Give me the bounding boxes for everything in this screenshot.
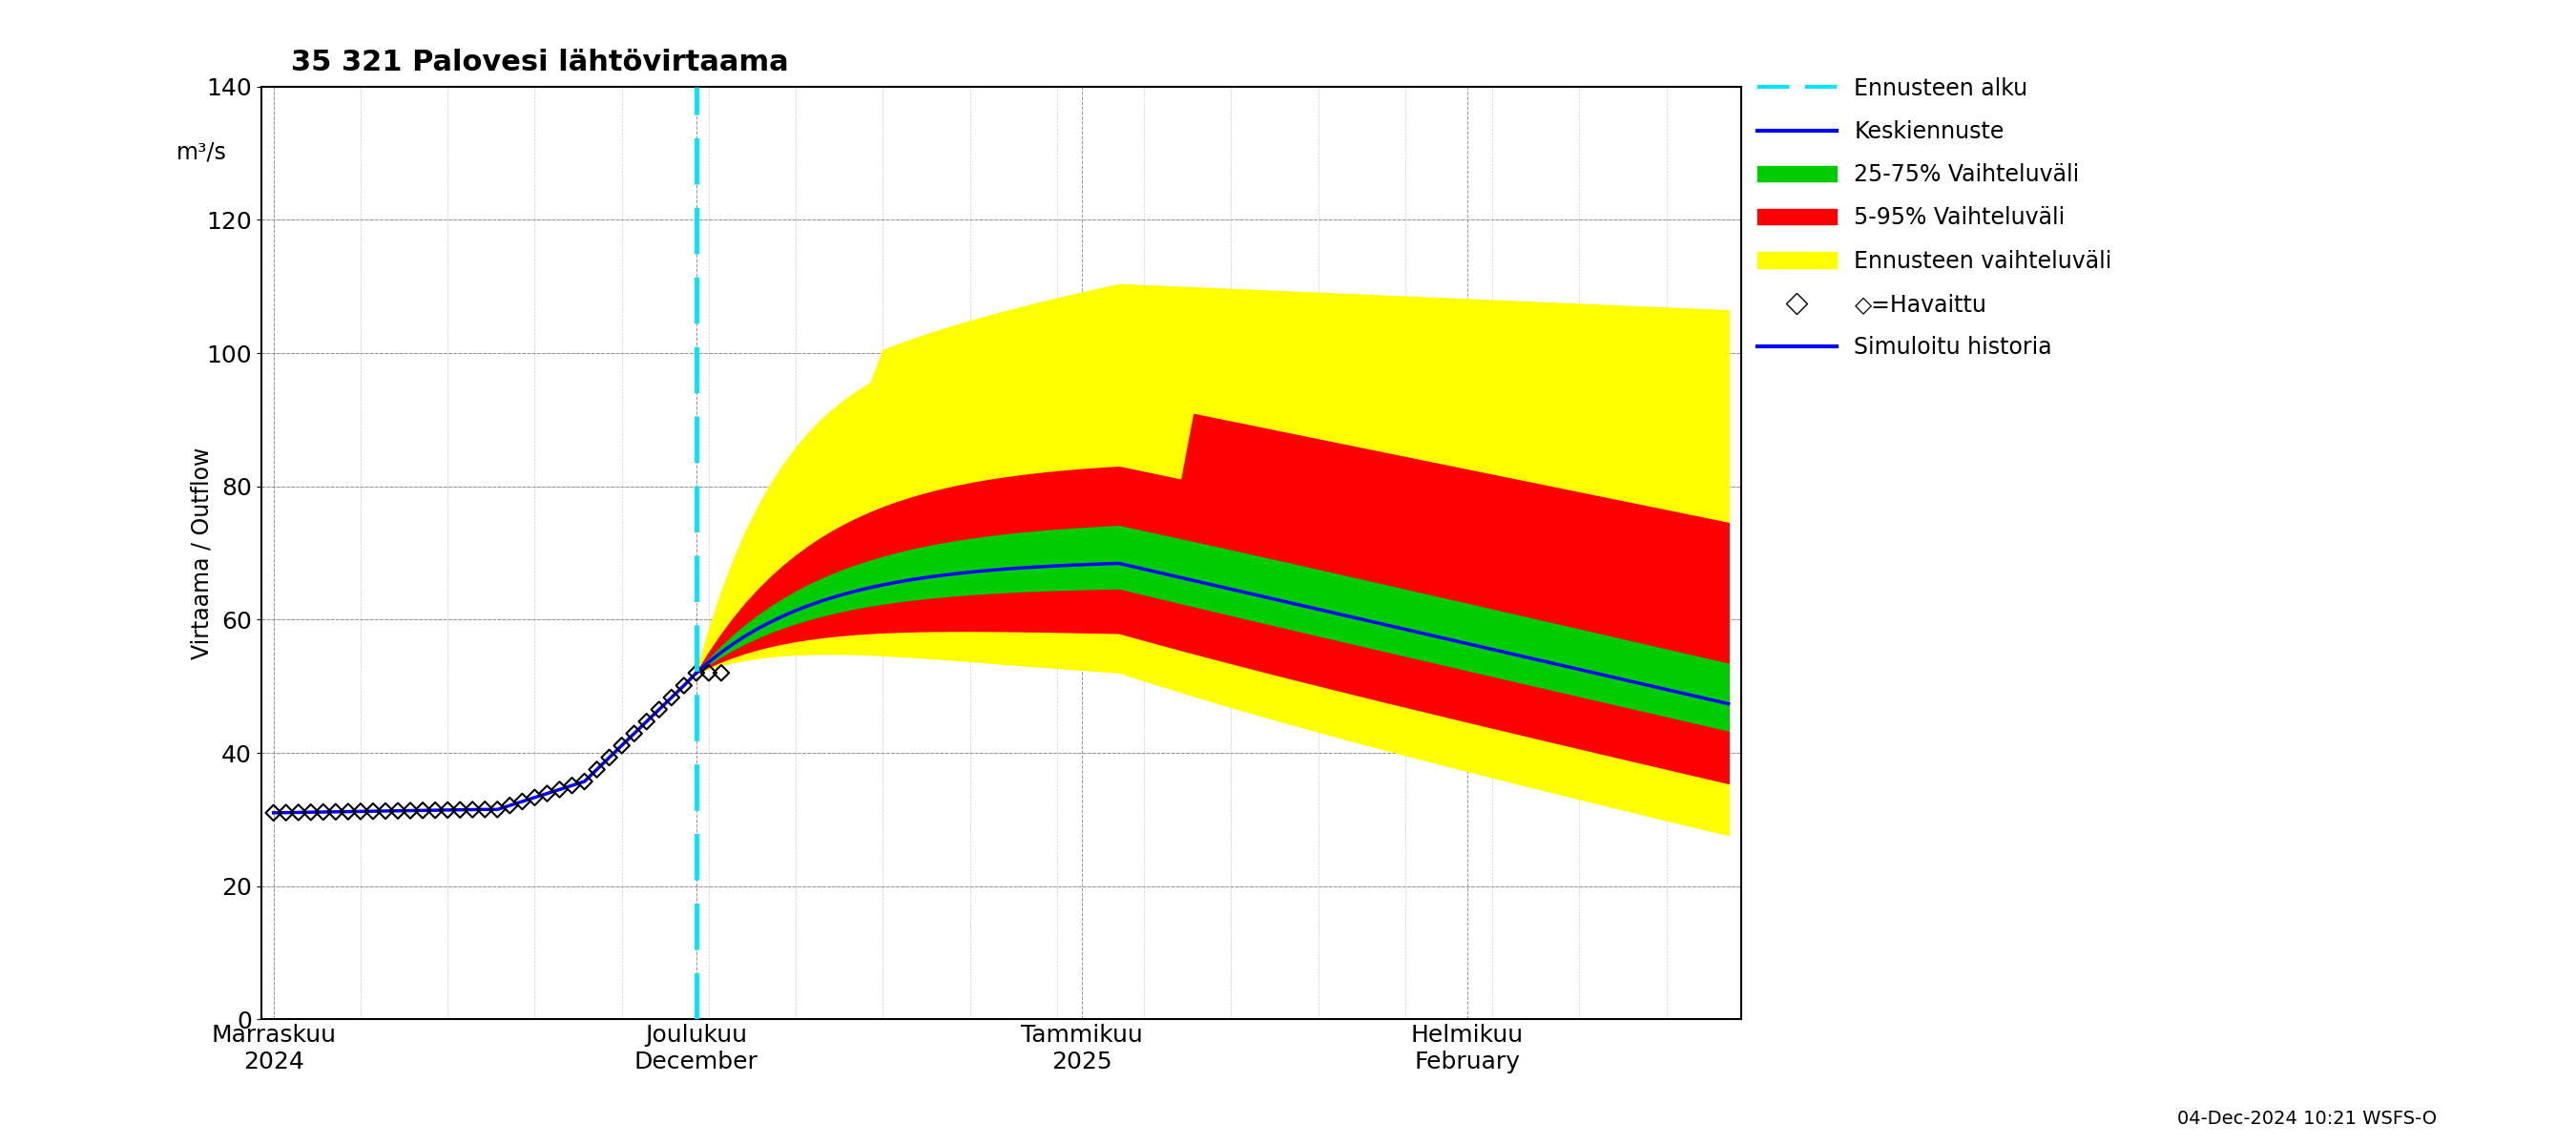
Point bbox=[340, 803, 381, 821]
Point bbox=[701, 664, 742, 682]
Point bbox=[600, 736, 641, 755]
Point bbox=[265, 804, 307, 822]
Point bbox=[428, 800, 469, 819]
Point bbox=[577, 760, 618, 779]
Point bbox=[590, 749, 631, 767]
Point bbox=[314, 803, 355, 821]
Text: m³/s: m³/s bbox=[178, 141, 227, 164]
Point bbox=[252, 804, 294, 822]
Point bbox=[366, 802, 407, 820]
Point bbox=[675, 664, 716, 682]
Point bbox=[291, 803, 332, 821]
Point bbox=[415, 802, 456, 820]
Point bbox=[662, 677, 703, 695]
Point bbox=[688, 664, 729, 682]
Text: 04-Dec-2024 10:21 WSFS-O: 04-Dec-2024 10:21 WSFS-O bbox=[2177, 1110, 2437, 1128]
Point bbox=[652, 688, 693, 706]
Point bbox=[376, 802, 417, 820]
Point bbox=[564, 773, 605, 791]
Legend: Ennusteen alku, Keskiennuste, 25-75% Vaihteluväli, 5-95% Vaihteluväli, Ennusteen: Ennusteen alku, Keskiennuste, 25-75% Vai… bbox=[1749, 68, 2120, 368]
Point bbox=[278, 804, 319, 822]
Point bbox=[538, 781, 580, 799]
Text: 35 321 Palovesi lähtövirtaama: 35 321 Palovesi lähtövirtaama bbox=[291, 48, 788, 77]
Point bbox=[464, 800, 505, 819]
Point bbox=[353, 802, 394, 820]
Point bbox=[389, 802, 430, 820]
Point bbox=[626, 712, 667, 731]
Point bbox=[613, 725, 654, 743]
Point bbox=[502, 792, 544, 811]
Point bbox=[639, 701, 680, 719]
Point bbox=[489, 796, 531, 814]
Point bbox=[551, 776, 592, 795]
Point bbox=[301, 803, 343, 821]
Point bbox=[440, 800, 482, 819]
Point bbox=[526, 784, 567, 803]
Point bbox=[477, 800, 518, 819]
Text: Virtaama / Outflow: Virtaama / Outflow bbox=[191, 447, 214, 660]
Point bbox=[402, 802, 443, 820]
Point bbox=[451, 800, 492, 819]
Point bbox=[327, 803, 368, 821]
Point bbox=[515, 788, 556, 806]
